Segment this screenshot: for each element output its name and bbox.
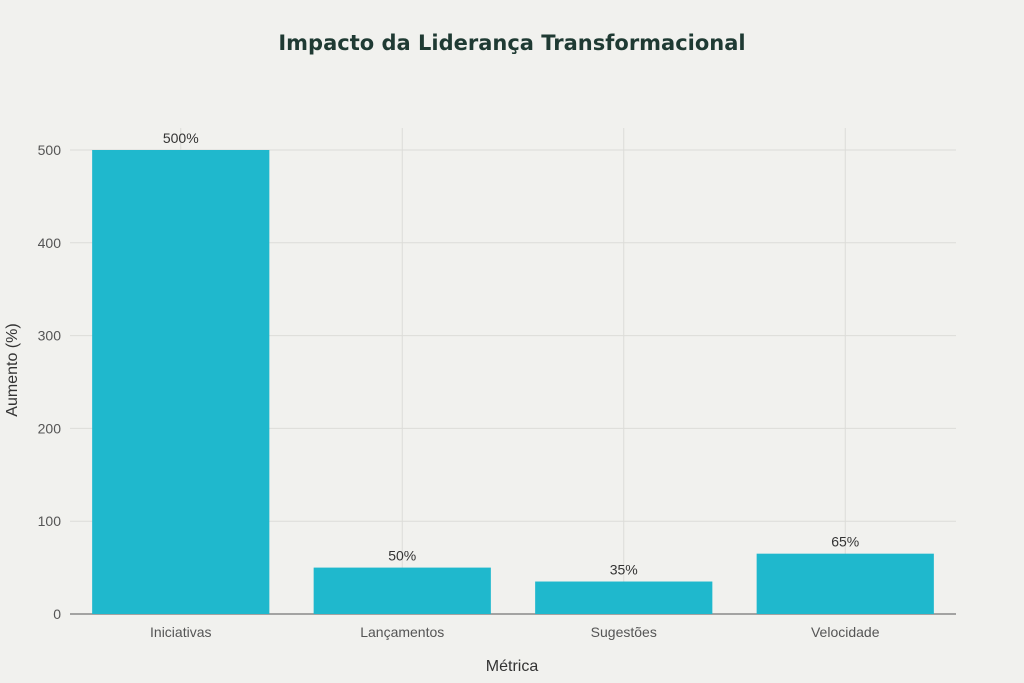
y-ticks: 0 100 200 300 400 500 xyxy=(38,142,62,622)
y-tick-label: 200 xyxy=(38,420,62,436)
y-tick-label: 100 xyxy=(38,513,62,529)
bars: 500% 50% 35% 65% xyxy=(92,130,934,614)
y-tick-label: 300 xyxy=(38,328,62,344)
bar-velocidade xyxy=(756,553,934,614)
data-label: 50% xyxy=(388,548,416,564)
data-label: 35% xyxy=(610,562,638,578)
y-tick-label: 400 xyxy=(38,235,62,251)
x-tick-label: Iniciativas xyxy=(150,624,211,640)
y-axis-label: Aumento (%) xyxy=(4,323,21,416)
y-tick-label: 0 xyxy=(53,606,61,622)
chart-title: Impacto da Liderança Transformacional xyxy=(278,31,745,55)
data-label: 65% xyxy=(831,534,859,550)
bar-sugestões xyxy=(535,581,713,614)
x-axis-label: Métrica xyxy=(486,658,539,675)
y-tick-label: 500 xyxy=(38,142,62,158)
bar-iniciativas xyxy=(92,150,270,614)
x-tick-label: Sugestões xyxy=(591,624,657,640)
data-label: 500% xyxy=(163,130,199,146)
x-ticks: Iniciativas Lançamentos Sugestões Velocidad… xyxy=(150,624,880,640)
x-tick-label: Lançamentos xyxy=(360,624,444,640)
bar-lançamentos xyxy=(313,567,491,614)
x-tick-label: Velocidade xyxy=(811,624,880,640)
